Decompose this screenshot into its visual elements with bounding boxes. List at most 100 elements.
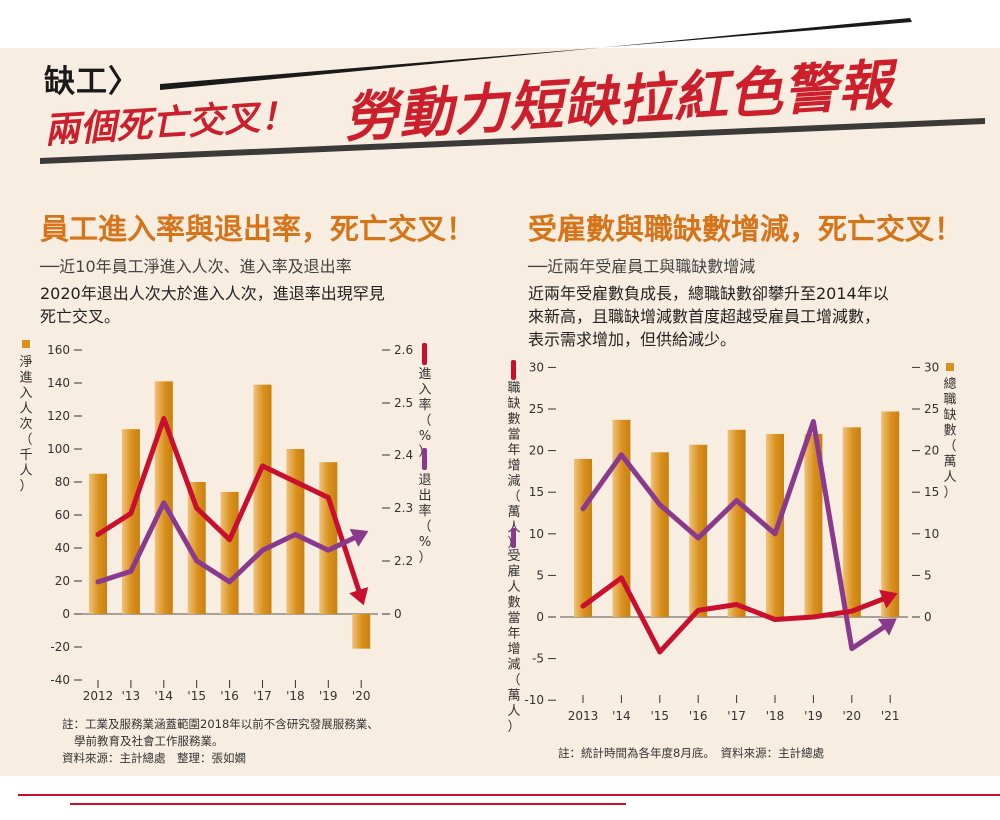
- employee-change-legend-label-char: 數: [507, 596, 520, 611]
- total-vacancy-axis-label-char: 萬: [943, 455, 956, 470]
- left-bar: [253, 384, 272, 614]
- left-x-tick-label: '18: [286, 689, 305, 703]
- left-y-tick-label: -40: [50, 673, 70, 687]
- left-rate-tick-label: 0: [394, 607, 402, 621]
- employee-change-line: [580, 418, 893, 652]
- employee-change-legend-label-char: 增: [507, 642, 520, 657]
- left-source: 資料來源：主計總處 整理：張如嫻: [62, 751, 246, 765]
- right-total-tick-label: 10: [924, 527, 939, 541]
- vacancy-change-line-arrow: [879, 589, 898, 609]
- exit-rate-line: [95, 500, 364, 585]
- left-description: 2020年退出人次大於進入人次，進退率出現罕見 死亡交叉。: [40, 282, 385, 328]
- employee-change-legend-label-char: ）: [507, 720, 520, 735]
- left-bar: [220, 491, 239, 614]
- right-y-tick-label: 30: [529, 360, 544, 374]
- vacancy-change-legend-label-char: 減: [507, 473, 520, 489]
- right-y-tick-label: 10: [529, 527, 544, 541]
- left-y-axis-label-char: ）: [19, 479, 32, 494]
- left-bar: [319, 462, 338, 614]
- exit-rate-legend-label-char: （: [418, 520, 431, 535]
- employee-change-legend-label-char: 人: [507, 704, 520, 719]
- left-rate-tick-label: 2.6: [394, 343, 413, 357]
- right-bar: [804, 433, 823, 617]
- left-y-axis-label-char: 入: [19, 386, 32, 401]
- vacancy-change-legend-label-char: 職: [507, 381, 520, 396]
- right-x-tick-label: '15: [651, 709, 670, 723]
- left-y-tick-label: 0: [62, 607, 70, 621]
- total-vacancy-axis-label-char: ）: [943, 486, 956, 501]
- left-y-axis-label-char: 次: [19, 416, 32, 432]
- left-bar: [286, 449, 305, 614]
- right-y-tick-label: -5: [532, 652, 544, 666]
- left-x-tick-label: '20: [352, 689, 371, 703]
- left-subheading: ──近10年員工淨進入人次、進入率及退出率: [40, 257, 352, 276]
- vacancy-change-legend-label-char: 萬: [507, 505, 520, 520]
- exit-rate-legend-label-char: 退: [418, 473, 431, 488]
- employee-change-legend-label-char: 受: [507, 549, 520, 564]
- right-total-tick-label: 5: [924, 568, 932, 582]
- left-y-axis-label-char: （: [19, 433, 32, 448]
- exit-rate-legend-label-char: ）: [418, 551, 431, 566]
- left-note-line: 註：工業及服務業涵蓋範圍2018年以前不含研究發展服務業、: [62, 717, 379, 731]
- left-y-tick-label: 140: [47, 376, 70, 390]
- right-y-tick-label: 15: [529, 485, 544, 499]
- employee-change-legend-label-char: 萬: [507, 689, 520, 704]
- right-x-tick-label: '21: [881, 709, 900, 723]
- employee-change-legend-label-char: 雇: [507, 564, 520, 580]
- vacancy-change-legend-label-char: 增: [507, 459, 520, 474]
- vacancy-change-legend-label-char: 缺: [507, 397, 520, 412]
- right-description-line: 來新高，且職缺增減數首度超越受雇員工增減數，: [528, 307, 881, 326]
- total-vacancy-axis-label-char: 缺: [943, 408, 956, 423]
- vacancy-change-legend-label-char: 當: [507, 428, 520, 443]
- left-bar: [121, 429, 140, 614]
- employee-change-line-arrow: [877, 618, 897, 636]
- left-rate-tick-label: 2.4: [394, 448, 413, 462]
- left-y-axis-label-char: 人: [19, 464, 32, 479]
- employee-change-legend-label-char: 當: [507, 611, 520, 626]
- left-y-tick-label: 40: [55, 541, 70, 555]
- total-vacancy-axis-label-char: 數: [943, 424, 956, 439]
- right-total-tick-label: 25: [924, 402, 939, 416]
- left-heading: 員工進入率與退出率，死亡交叉！: [40, 212, 476, 246]
- left-note-line: 學前教育及社會工作服務業。: [74, 734, 224, 748]
- left-y-axis-label-char: 淨: [19, 355, 32, 370]
- total-vacancy-axis-label-char: 總: [943, 376, 956, 392]
- right-bar: [881, 411, 900, 617]
- right-bar: [612, 419, 631, 617]
- left-bar-legend-swatch: [22, 340, 30, 348]
- right-source: 註：統計時間為各年度8月底。 資料來源：主計總處: [558, 746, 825, 760]
- exit-rate-legend-label-char: %: [419, 535, 431, 550]
- left-y-axis-label-char: 人: [19, 402, 32, 417]
- left-bar: [89, 473, 107, 614]
- right-y-tick-label: 20: [529, 444, 544, 458]
- employee-change-legend-label-char: （: [507, 673, 520, 688]
- right-total-tick-label: 20: [924, 444, 939, 458]
- right-y-tick-label: 25: [529, 402, 544, 416]
- employee-change-legend-label-char: 人: [507, 580, 520, 595]
- left-note: 註：工業及服務業涵蓋範圍2018年以前不含研究發展服務業、 學前教育及社會工作服…: [62, 716, 379, 767]
- exit-rate-legend-swatch: [422, 448, 427, 470]
- header-top-stroke: [160, 18, 912, 90]
- right-total-tick-label: 30: [924, 360, 939, 374]
- left-y-tick-label: 160: [47, 343, 70, 357]
- vacancy-change-line: [580, 575, 893, 655]
- left-x-tick-label: '13: [122, 689, 141, 703]
- entry-rate-legend-label: 進入率（%）: [418, 367, 431, 460]
- right-x-tick-label: '20: [843, 709, 862, 723]
- right-bar: [727, 429, 746, 617]
- kicker-label: 缺工〉: [44, 64, 140, 100]
- right-x-tick-label: '16: [689, 709, 708, 723]
- left-bar: [154, 381, 173, 614]
- header-bottom-stroke: [40, 118, 985, 164]
- right-bar: [766, 433, 784, 617]
- left-x-tick-label: '17: [253, 689, 272, 703]
- right-y-tick-label: 0: [536, 610, 544, 624]
- left-y-tick-label: -20: [50, 640, 70, 654]
- vacancy-change-legend-label-char: （: [507, 490, 520, 505]
- total-vacancy-legend-swatch: [946, 363, 954, 371]
- entry-rate-legend-label-char: 入: [418, 383, 431, 398]
- right-y-tick-label: -10: [524, 693, 544, 707]
- left-y-tick-label: 100: [47, 442, 70, 456]
